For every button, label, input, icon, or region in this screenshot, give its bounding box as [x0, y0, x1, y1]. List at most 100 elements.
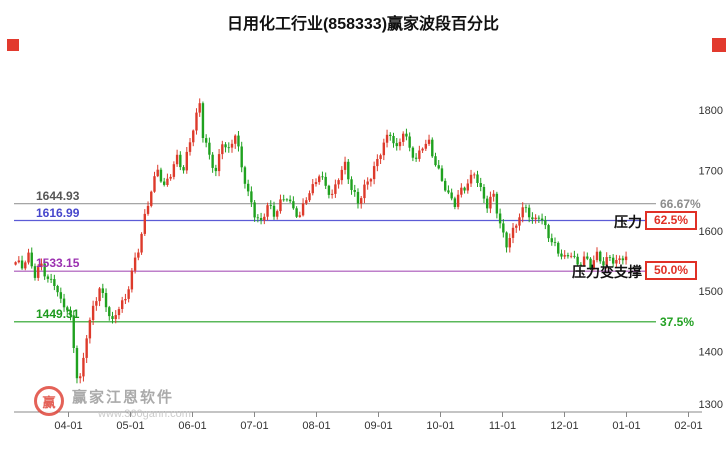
candle-body	[437, 165, 440, 169]
candle-body	[421, 148, 424, 151]
candle-body	[269, 205, 272, 206]
candle-body	[259, 218, 263, 221]
candle-body	[479, 183, 482, 187]
candle-body	[40, 263, 43, 268]
candle-body	[46, 276, 50, 279]
candle-body	[463, 187, 466, 191]
candle-body	[505, 232, 508, 248]
candle-body	[108, 307, 111, 317]
candle-body	[473, 174, 476, 176]
candle-body	[553, 242, 557, 243]
candle-body	[431, 139, 434, 157]
candle-body	[618, 258, 621, 260]
candle-body	[599, 251, 602, 262]
candle-body	[188, 142, 192, 152]
candle-body	[353, 190, 356, 192]
candle-body	[318, 176, 321, 183]
candle-body	[343, 161, 347, 170]
candle-body	[405, 133, 408, 137]
watermark-url: www.360gann.com	[98, 408, 191, 420]
candle-body	[234, 135, 237, 144]
candle-body	[382, 142, 386, 156]
candle-body	[75, 348, 79, 379]
candle-body	[221, 144, 224, 155]
candle-body	[256, 217, 260, 219]
candle-body	[447, 190, 450, 193]
candle-body	[243, 167, 247, 184]
candle-body	[340, 169, 344, 181]
candle-body	[263, 216, 266, 221]
candle-body	[502, 223, 505, 233]
candle-body	[334, 184, 337, 194]
x-axis-label: 07-01	[240, 420, 268, 432]
candle-body	[111, 316, 114, 319]
candle-body	[408, 136, 411, 148]
candle-body	[621, 258, 625, 261]
candle-body	[230, 143, 234, 148]
candle-body	[69, 310, 72, 316]
candle-body	[356, 191, 360, 204]
candle-body	[211, 154, 214, 168]
candle-body	[95, 301, 98, 306]
candle-body	[466, 183, 469, 191]
candle-body	[579, 264, 583, 266]
candle-body	[185, 151, 188, 171]
candle-body	[140, 233, 143, 253]
candle-body	[602, 261, 605, 266]
candle-body	[301, 203, 305, 216]
candle-body	[314, 182, 318, 185]
candle-body	[563, 255, 566, 257]
candle-body	[492, 193, 495, 197]
candle-body	[615, 260, 618, 264]
candle-body	[98, 288, 101, 302]
candle-body	[595, 251, 599, 261]
candle-body	[385, 134, 389, 143]
candle-body	[133, 257, 137, 271]
candle-body	[37, 267, 40, 278]
candle-body	[43, 263, 46, 277]
candle-body	[130, 270, 134, 290]
candle-body	[582, 256, 586, 266]
candle-body	[172, 164, 176, 177]
candle-body	[266, 205, 269, 217]
y-axis-label: 1800	[699, 105, 723, 117]
candle-body	[166, 178, 169, 185]
candle-body	[295, 208, 298, 217]
candle-body	[366, 181, 369, 185]
candle-body	[85, 338, 88, 358]
candle-body	[524, 207, 528, 209]
candle-body	[169, 176, 172, 179]
candle-body	[20, 260, 24, 269]
candle-body	[527, 207, 531, 218]
candle-body	[566, 255, 570, 257]
candle-body	[146, 205, 150, 214]
y-axis-label: 1400	[699, 347, 723, 359]
candle-body	[91, 305, 95, 320]
candle-body	[547, 225, 550, 239]
candle-body	[101, 288, 105, 293]
x-axis-label: 02-01	[674, 420, 702, 432]
candle-body	[515, 225, 518, 228]
candle-body	[282, 199, 285, 201]
y-axis-label: 1500	[699, 286, 723, 298]
candle-body	[182, 167, 185, 171]
candle-body	[124, 299, 127, 301]
candle-body	[537, 217, 541, 219]
candle-body	[424, 143, 428, 149]
candle-body	[608, 257, 612, 258]
candle-body	[427, 139, 431, 144]
candle-body	[82, 357, 85, 377]
candle-body	[605, 257, 608, 266]
candle-body	[137, 252, 140, 258]
candle-body	[276, 211, 279, 217]
candle-body	[237, 135, 240, 147]
candle-body	[498, 213, 502, 224]
candle-body	[544, 220, 547, 226]
candle-body	[250, 191, 253, 203]
candle-body	[440, 168, 444, 181]
candle-body	[531, 217, 534, 220]
candle-body	[104, 293, 108, 308]
candle-body	[53, 279, 56, 286]
